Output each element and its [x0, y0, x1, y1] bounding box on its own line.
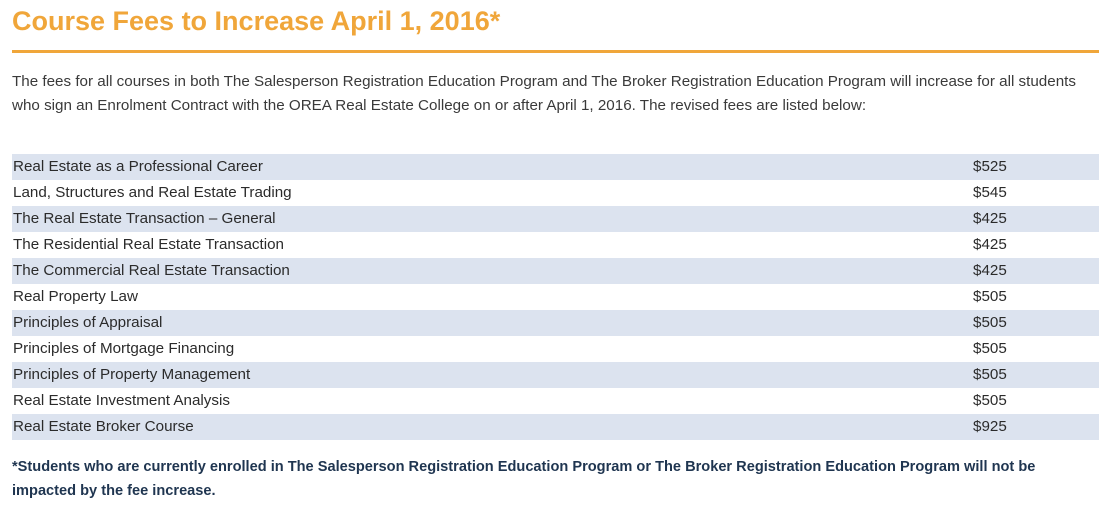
fee-table: Real Estate as a Professional Career $525…	[12, 154, 1099, 440]
course-fee-cell: $505	[973, 340, 1007, 357]
course-name-cell: Real Estate Investment Analysis	[13, 392, 230, 409]
page-title: Course Fees to Increase April 1, 2016*	[12, 0, 1099, 53]
table-row: The Commercial Real Estate Transaction $4…	[12, 258, 1099, 284]
course-fee-cell: $525	[973, 158, 1007, 175]
course-name-cell: Principles of Appraisal	[13, 314, 163, 331]
course-name-cell: The Commercial Real Estate Transaction	[13, 262, 290, 279]
table-row: The Real Estate Transaction – General $42…	[12, 206, 1099, 232]
course-fee-cell: $925	[973, 418, 1007, 435]
table-row: Principles of Appraisal $505	[12, 310, 1099, 336]
course-fee-cell: $425	[973, 262, 1007, 279]
course-fee-cell: $425	[973, 210, 1007, 227]
table-row: Real Estate Investment Analysis $505	[12, 388, 1099, 414]
course-fee-cell: $505	[973, 392, 1007, 409]
fee-table-body: Real Estate as a Professional Career $525…	[12, 154, 1099, 440]
course-fee-cell: $425	[973, 236, 1007, 253]
table-row: The Residential Real Estate Transaction $…	[12, 232, 1099, 258]
course-fee-cell: $505	[973, 314, 1007, 331]
course-fee-cell: $505	[973, 288, 1007, 305]
footnote: *Students who are currently enrolled in …	[12, 459, 1036, 499]
fee-announcement: Course Fees to Increase April 1, 2016* T…	[12, 0, 1099, 499]
table-row: Land, Structures and Real Estate Trading…	[12, 180, 1099, 206]
course-fee-cell: $505	[973, 366, 1007, 383]
table-row: Principles of Property Management $505	[12, 362, 1099, 388]
course-name-cell: Land, Structures and Real Estate Trading	[13, 184, 292, 201]
table-row: Real Estate Broker Course $925	[12, 414, 1099, 440]
course-fee-cell: $545	[973, 184, 1007, 201]
table-row: Principles of Mortgage Financing $505	[12, 336, 1099, 362]
table-row: Real Property Law $505	[12, 284, 1099, 310]
course-name-cell: Real Property Law	[13, 288, 138, 305]
course-name-cell: Real Estate as a Professional Career	[13, 158, 263, 175]
course-name-cell: Principles of Mortgage Financing	[13, 340, 235, 357]
course-name-cell: The Real Estate Transaction – General	[13, 210, 276, 227]
course-name-cell: The Residential Real Estate Transaction	[13, 236, 284, 253]
course-name-cell: Principles of Property Management	[13, 366, 251, 383]
course-name-cell: Real Estate Broker Course	[13, 418, 194, 435]
table-row: Real Estate as a Professional Career $525	[12, 154, 1099, 180]
intro-paragraph: The fees for all courses in both The Sal…	[12, 73, 1076, 114]
